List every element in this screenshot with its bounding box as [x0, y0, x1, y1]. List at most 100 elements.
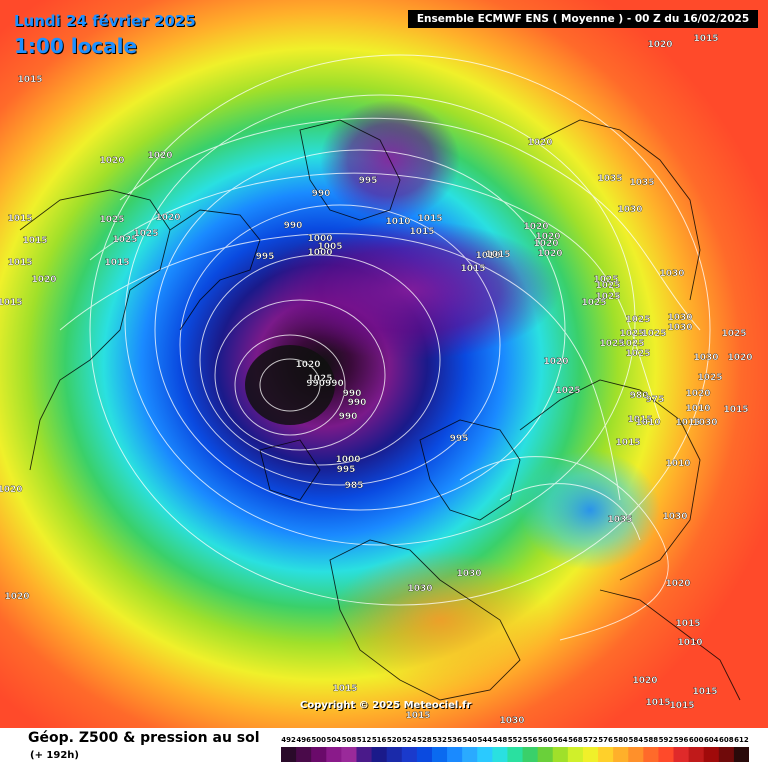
low-siberia	[520, 450, 660, 570]
pressure-label: 1015	[0, 298, 23, 308]
legend-tick-label: 596	[674, 736, 689, 744]
isobar	[499, 483, 641, 541]
pressure-label: 1025	[595, 292, 620, 302]
pressure-label: 1005	[317, 242, 342, 252]
legend-tick-label: 592	[659, 736, 674, 744]
pressure-label: 1020	[99, 156, 124, 166]
pressure-label: 1015	[7, 214, 32, 224]
legend-swatch	[371, 747, 388, 762]
coastline	[419, 419, 521, 521]
pressure-label: 1010	[665, 459, 690, 469]
pressure-label: 1020	[0, 485, 23, 495]
pressure-label: 1015	[675, 619, 700, 629]
legend-tick-label: 544	[477, 736, 492, 744]
legend-swatch	[341, 747, 357, 762]
legend-tick-label: 604	[704, 736, 719, 744]
pressure-label: 995	[256, 252, 275, 262]
legend-tick-label: 580	[613, 736, 628, 744]
coastlines	[19, 119, 741, 701]
legend-tick-label: 536	[447, 736, 462, 744]
pressure-label: 1025	[599, 339, 624, 349]
pressure-label: 1015	[485, 250, 510, 260]
pressure-label: 1025	[595, 281, 620, 291]
pressure-label: 990	[312, 189, 331, 199]
forecast-lead: (+ 192h)	[30, 750, 79, 761]
isobar	[199, 254, 441, 466]
pressure-label: 995	[450, 434, 469, 444]
pressure-label: 1020	[31, 275, 56, 285]
legend-swatch	[507, 747, 524, 762]
legend-tick-label: 576	[598, 736, 613, 744]
pressure-label: 1035	[607, 515, 632, 525]
pressure-label: 1025	[112, 235, 137, 245]
isobar	[59, 233, 621, 501]
legend-tick-label: 568	[568, 736, 583, 744]
pressure-label: 1020	[727, 353, 752, 363]
legend-swatch	[733, 747, 749, 762]
forecast-date: Lundi 24 février 2025	[14, 12, 196, 30]
legend-tick-label: 512	[357, 736, 372, 744]
pressure-label: 1000	[335, 455, 360, 465]
pressure-label: 1025	[625, 315, 650, 325]
legend-swatch	[296, 747, 312, 762]
pressure-label: 1020	[535, 232, 560, 242]
coastline	[599, 589, 741, 701]
legend-tick-label: 496	[296, 736, 311, 744]
legend-swatch	[643, 747, 659, 762]
pressure-label: 990	[348, 398, 367, 408]
pressure-label: 1025	[697, 373, 722, 383]
legend-tick-label: 556	[523, 736, 538, 744]
pressure-label: 1030	[693, 353, 718, 363]
pressure-label: 1015	[645, 698, 670, 708]
pressure-label: 1020	[523, 222, 548, 232]
pressure-label: 1025	[619, 329, 644, 339]
legend-tick-label: 548	[493, 736, 508, 744]
isobar	[259, 358, 321, 412]
legend-tick-label: 508	[342, 736, 357, 744]
pressure-label: 1015	[22, 236, 47, 246]
pressure-label: 1015	[417, 214, 442, 224]
pressure-label: 1015	[409, 227, 434, 237]
pressure-label: 1035	[597, 174, 622, 184]
pressure-label: 1030	[407, 584, 432, 594]
legend-tick-label: 524	[402, 736, 417, 744]
legend-tick-label: 600	[689, 736, 704, 744]
legend-swatch	[477, 747, 493, 762]
pressure-label: 1010	[385, 217, 410, 227]
model-banner: Ensemble ECMWF ENS ( Moyenne ) - 00 Z du…	[408, 10, 758, 28]
pressure-label: 990990	[306, 379, 344, 389]
pressure-label: 1025	[721, 329, 746, 339]
pressure-label: 990	[284, 221, 303, 231]
pressure-label: 1015	[627, 415, 652, 425]
legend-swatch	[537, 747, 554, 762]
pressure-label: 1025	[99, 215, 124, 225]
legend-tick-label: 516	[372, 736, 387, 744]
pressure-label: 1015	[104, 258, 129, 268]
legend-swatch	[447, 747, 463, 762]
isobar	[179, 204, 501, 486]
legend-swatch	[492, 747, 508, 762]
coastline	[299, 119, 401, 221]
pressure-label: 1015	[17, 75, 42, 85]
pressure-label: 990	[339, 412, 358, 422]
legend-swatch	[311, 747, 327, 762]
pressure-label: 1020	[147, 151, 172, 161]
low-center	[245, 345, 335, 425]
pressure-label: 1025	[581, 298, 606, 308]
pressure-label: 1010	[635, 418, 660, 428]
isobar	[154, 149, 566, 511]
pressure-label: 1030	[667, 323, 692, 333]
legend-swatch	[281, 747, 297, 762]
pressure-label: 1010	[677, 638, 702, 648]
pressure-label: 1020	[632, 676, 657, 686]
pressure-label: 1025	[133, 229, 158, 239]
pressure-label: 1030	[617, 205, 642, 215]
legend-swatch	[628, 747, 644, 762]
pressure-label: 1015	[7, 258, 32, 268]
pressure-label: 1015	[405, 711, 430, 721]
pressure-label: 1020	[543, 357, 568, 367]
pressure-label: 1030	[667, 313, 692, 323]
legend-tick-label: 552	[508, 736, 523, 744]
legend-tick-label: 612	[734, 736, 749, 744]
